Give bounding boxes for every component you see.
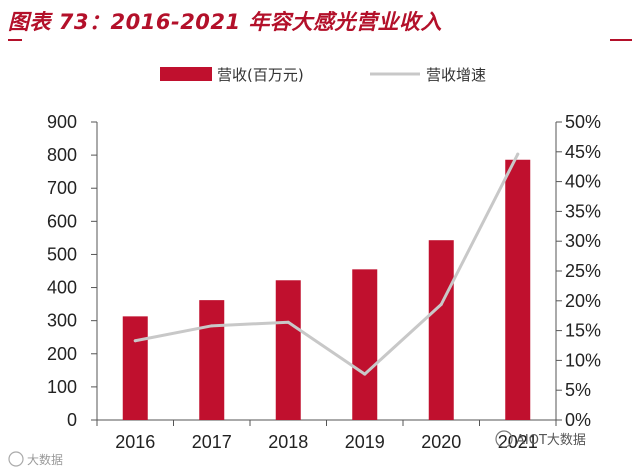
revenue-bar — [352, 269, 378, 420]
y-tick-label: 700 — [47, 178, 77, 198]
revenue-bar — [122, 316, 148, 420]
y2-tick-label: 25% — [565, 261, 601, 281]
watermark-right: AIOT大数据 — [516, 433, 586, 448]
y-tick-label: 300 — [47, 311, 77, 331]
y-tick-label: 200 — [47, 344, 77, 364]
x-tick-label: 2021 — [498, 432, 538, 452]
growth-point — [210, 324, 214, 328]
x-tick-label: 2017 — [192, 432, 232, 452]
y2-tick-label: 15% — [565, 321, 601, 341]
y2-tick-label: 45% — [565, 142, 601, 162]
legend-bar-label: 营收(百万元) — [217, 66, 304, 84]
watermark-logo-icon — [8, 451, 24, 467]
watermarks: 大数据 AIOT大数据 — [8, 430, 586, 467]
y-tick-label: 800 — [47, 145, 77, 165]
watermark-left: 大数据 — [27, 452, 63, 467]
y-tick-label: 600 — [47, 211, 77, 231]
y2-tick-label: 40% — [565, 172, 601, 192]
y-tick-label: 500 — [47, 244, 77, 264]
legend-line-label: 营收增速 — [426, 66, 486, 84]
wechat-logo-icon — [495, 430, 513, 448]
growth-line — [133, 152, 520, 376]
y2-tick-label: 35% — [565, 201, 601, 221]
y2-tick-label: 10% — [565, 350, 601, 370]
legend: 营收(百万元) 营收增速 — [160, 66, 486, 84]
growth-point — [286, 320, 290, 324]
y-tick-label: 0 — [67, 410, 77, 430]
revenue-bar — [199, 300, 225, 420]
title-rule-right — [610, 39, 632, 41]
growth-point — [516, 152, 520, 156]
title-bar: 图表 73：2016-2021 年容大感光营业收入 — [0, 0, 640, 44]
x-tick-label: 2019 — [345, 432, 385, 452]
y-tick-label: 400 — [47, 278, 77, 298]
axes: 0 100 200 300 400 500 600 700 800 900 0% 5% 10% 15% 20… — [47, 112, 601, 452]
y2-tick-label: 0% — [565, 410, 591, 430]
revenue-bar — [505, 159, 531, 420]
y2-tick-label: 50% — [565, 112, 601, 132]
title-rule-left — [8, 39, 22, 41]
bars — [122, 159, 531, 420]
x-tick-label: 2018 — [268, 432, 308, 452]
revenue-bar — [275, 280, 301, 420]
chart-title: 图表 73：2016-2021 年容大感光营业收入 — [8, 10, 442, 34]
x-tick-label: 2016 — [115, 432, 155, 452]
legend-bar-swatch — [160, 67, 212, 81]
y2-tick-label: 5% — [565, 380, 591, 400]
growth-point — [439, 302, 443, 306]
growth-point — [133, 339, 137, 343]
revenue-bar — [428, 240, 454, 420]
y-tick-label: 100 — [47, 377, 77, 397]
growth-point — [363, 372, 367, 376]
y2-tick-label: 20% — [565, 291, 601, 311]
y-tick-label: 900 — [47, 112, 77, 132]
y2-tick-label: 30% — [565, 231, 601, 251]
growth-line-group — [133, 152, 520, 376]
x-tick-label: 2020 — [421, 432, 461, 452]
